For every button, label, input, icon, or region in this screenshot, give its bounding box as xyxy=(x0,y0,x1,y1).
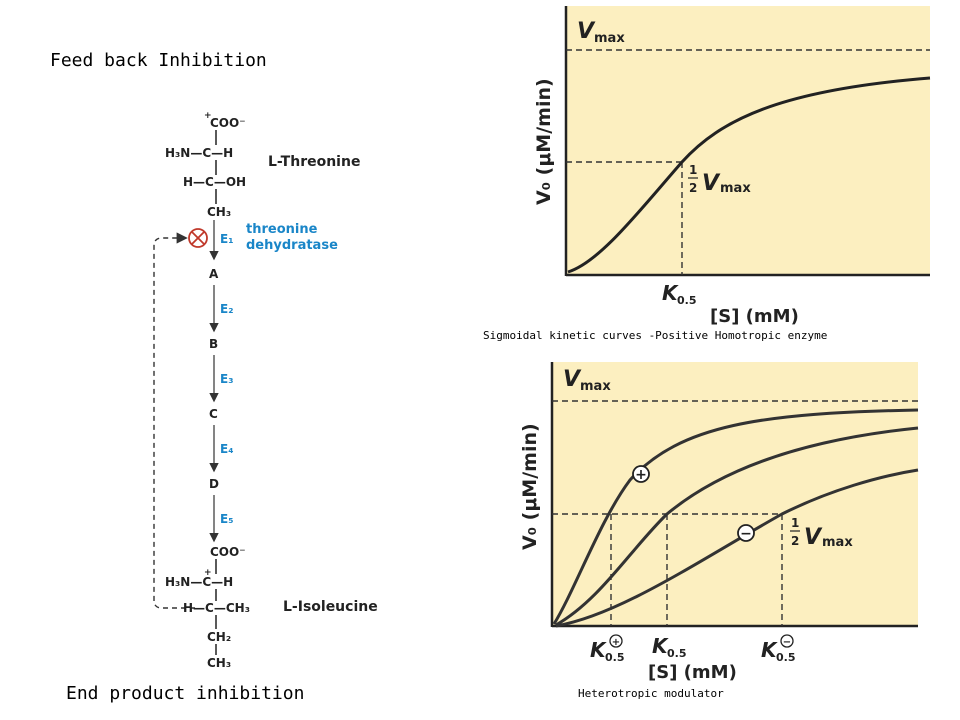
top-k-label: K xyxy=(662,281,679,305)
pathway-diagram: COO⁻ + H₃N—C—H H—C—OH CH₃ L-Threonine E₁… xyxy=(153,111,378,670)
bottom-k-plus-sub: 0.5 xyxy=(605,651,625,664)
top-vmax-label: V xyxy=(577,19,596,44)
bottom-vmax-label: V xyxy=(563,367,582,392)
isoleucine-row-1: COO⁻ xyxy=(210,545,246,559)
isoleucine-row-4: CH₂ xyxy=(207,630,231,644)
enzyme-e5-label: E₅ xyxy=(220,512,233,526)
bottom-half-vmax-sub: max xyxy=(822,535,853,550)
intermediate-d: D xyxy=(209,477,219,491)
intermediate-a: A xyxy=(209,267,219,281)
bottom-k-label: K xyxy=(652,634,669,658)
intermediate-c: C xyxy=(209,407,218,421)
isoleucine-label: L-Isoleucine xyxy=(283,599,378,615)
isoleucine-row-2: H₃N—C—H xyxy=(165,575,233,589)
top-chart: V max 1 2 V max K 0.5 [S] (mM) V₀ (μM/mi… xyxy=(533,6,931,327)
top-half-vmax-sub: max xyxy=(720,181,751,196)
isoleucine-row-3: H—C—CH₃ xyxy=(183,601,250,615)
bottom-half-vmax-label: V xyxy=(804,525,823,550)
bottom-k-sub: 0.5 xyxy=(667,647,687,660)
top-chart-plot-area xyxy=(566,6,930,275)
plus-icon: + xyxy=(632,465,650,483)
enzyme-e2-label: E₂ xyxy=(220,302,233,316)
bottom-half-den: 2 xyxy=(791,534,799,548)
threonine-row-1: COO⁻ xyxy=(210,116,246,130)
threonine-charge: + xyxy=(204,111,212,121)
enzyme-name-line2: dehydratase xyxy=(246,238,338,253)
enzyme-e1-label: E₁ xyxy=(220,232,233,246)
top-sigmoid-curve xyxy=(567,76,931,274)
inhibitor-curve xyxy=(555,468,919,628)
sigmoidal-curve-caption: Sigmoidal kinetic curves -Positive Homot… xyxy=(483,329,828,342)
enzyme-name-line1: threonine xyxy=(246,222,318,237)
svg-text:−: − xyxy=(740,526,752,542)
bottom-k-minus-sub: 0.5 xyxy=(776,651,796,664)
svg-text:+: + xyxy=(635,467,647,483)
threonine-row-2: H₃N—C—H xyxy=(165,146,233,160)
bottom-vmax-sub: max xyxy=(580,379,611,394)
top-vmax-sub: max xyxy=(594,31,625,46)
enzyme-e3-label: E₃ xyxy=(220,372,233,386)
bottom-chart: + − V max 1 2 V max K 0.5 + K 0.5 K 0.5 … xyxy=(519,362,919,683)
threonine-label: L-Threonine xyxy=(268,154,360,170)
intermediate-b: B xyxy=(209,337,218,351)
threonine-structure: COO⁻ + H₃N—C—H H—C—OH CH₃ L-Threonine xyxy=(165,111,360,219)
k-plus-sign: + xyxy=(612,637,620,648)
feedback-loop-line xyxy=(153,232,195,609)
top-k-sub: 0.5 xyxy=(677,294,697,307)
top-half-den: 2 xyxy=(689,181,697,195)
bottom-half-num: 1 xyxy=(791,516,799,530)
no-modulator-curve xyxy=(555,426,919,627)
threonine-row-3: H—C—OH xyxy=(183,175,246,189)
inhibition-icon xyxy=(188,228,208,248)
enzyme-e4-label: E₄ xyxy=(220,442,233,456)
bottom-xlabel: [S] (mM) xyxy=(648,662,737,683)
bottom-chart-plot-area xyxy=(552,362,918,626)
end-product-inhibition-title: End product inhibition xyxy=(66,683,305,704)
minus-icon: − xyxy=(737,524,755,542)
isoleucine-charge: + xyxy=(204,568,212,578)
feedback-inhibition-title: Feed back Inhibition xyxy=(50,50,267,71)
isoleucine-structure: COO⁻ + H₃N—C—H H—C—CH₃ CH₂ CH₃ L-Isoleuc… xyxy=(165,545,378,670)
top-half-num: 1 xyxy=(689,163,697,177)
bottom-ylabel: V₀ (μM/min) xyxy=(519,423,541,550)
threonine-row-4: CH₃ xyxy=(207,205,231,219)
k-minus-sign: − xyxy=(783,637,791,648)
heterotropic-caption: Heterotropic modulator xyxy=(578,687,724,700)
isoleucine-row-5: CH₃ xyxy=(207,656,231,670)
bottom-k-minus-label: K xyxy=(761,638,778,662)
top-ylabel: V₀ (μM/min) xyxy=(533,78,555,205)
top-half-vmax-label: V xyxy=(702,171,721,196)
bottom-k-plus-label: K xyxy=(590,638,607,662)
top-xlabel: [S] (mM) xyxy=(710,306,799,327)
